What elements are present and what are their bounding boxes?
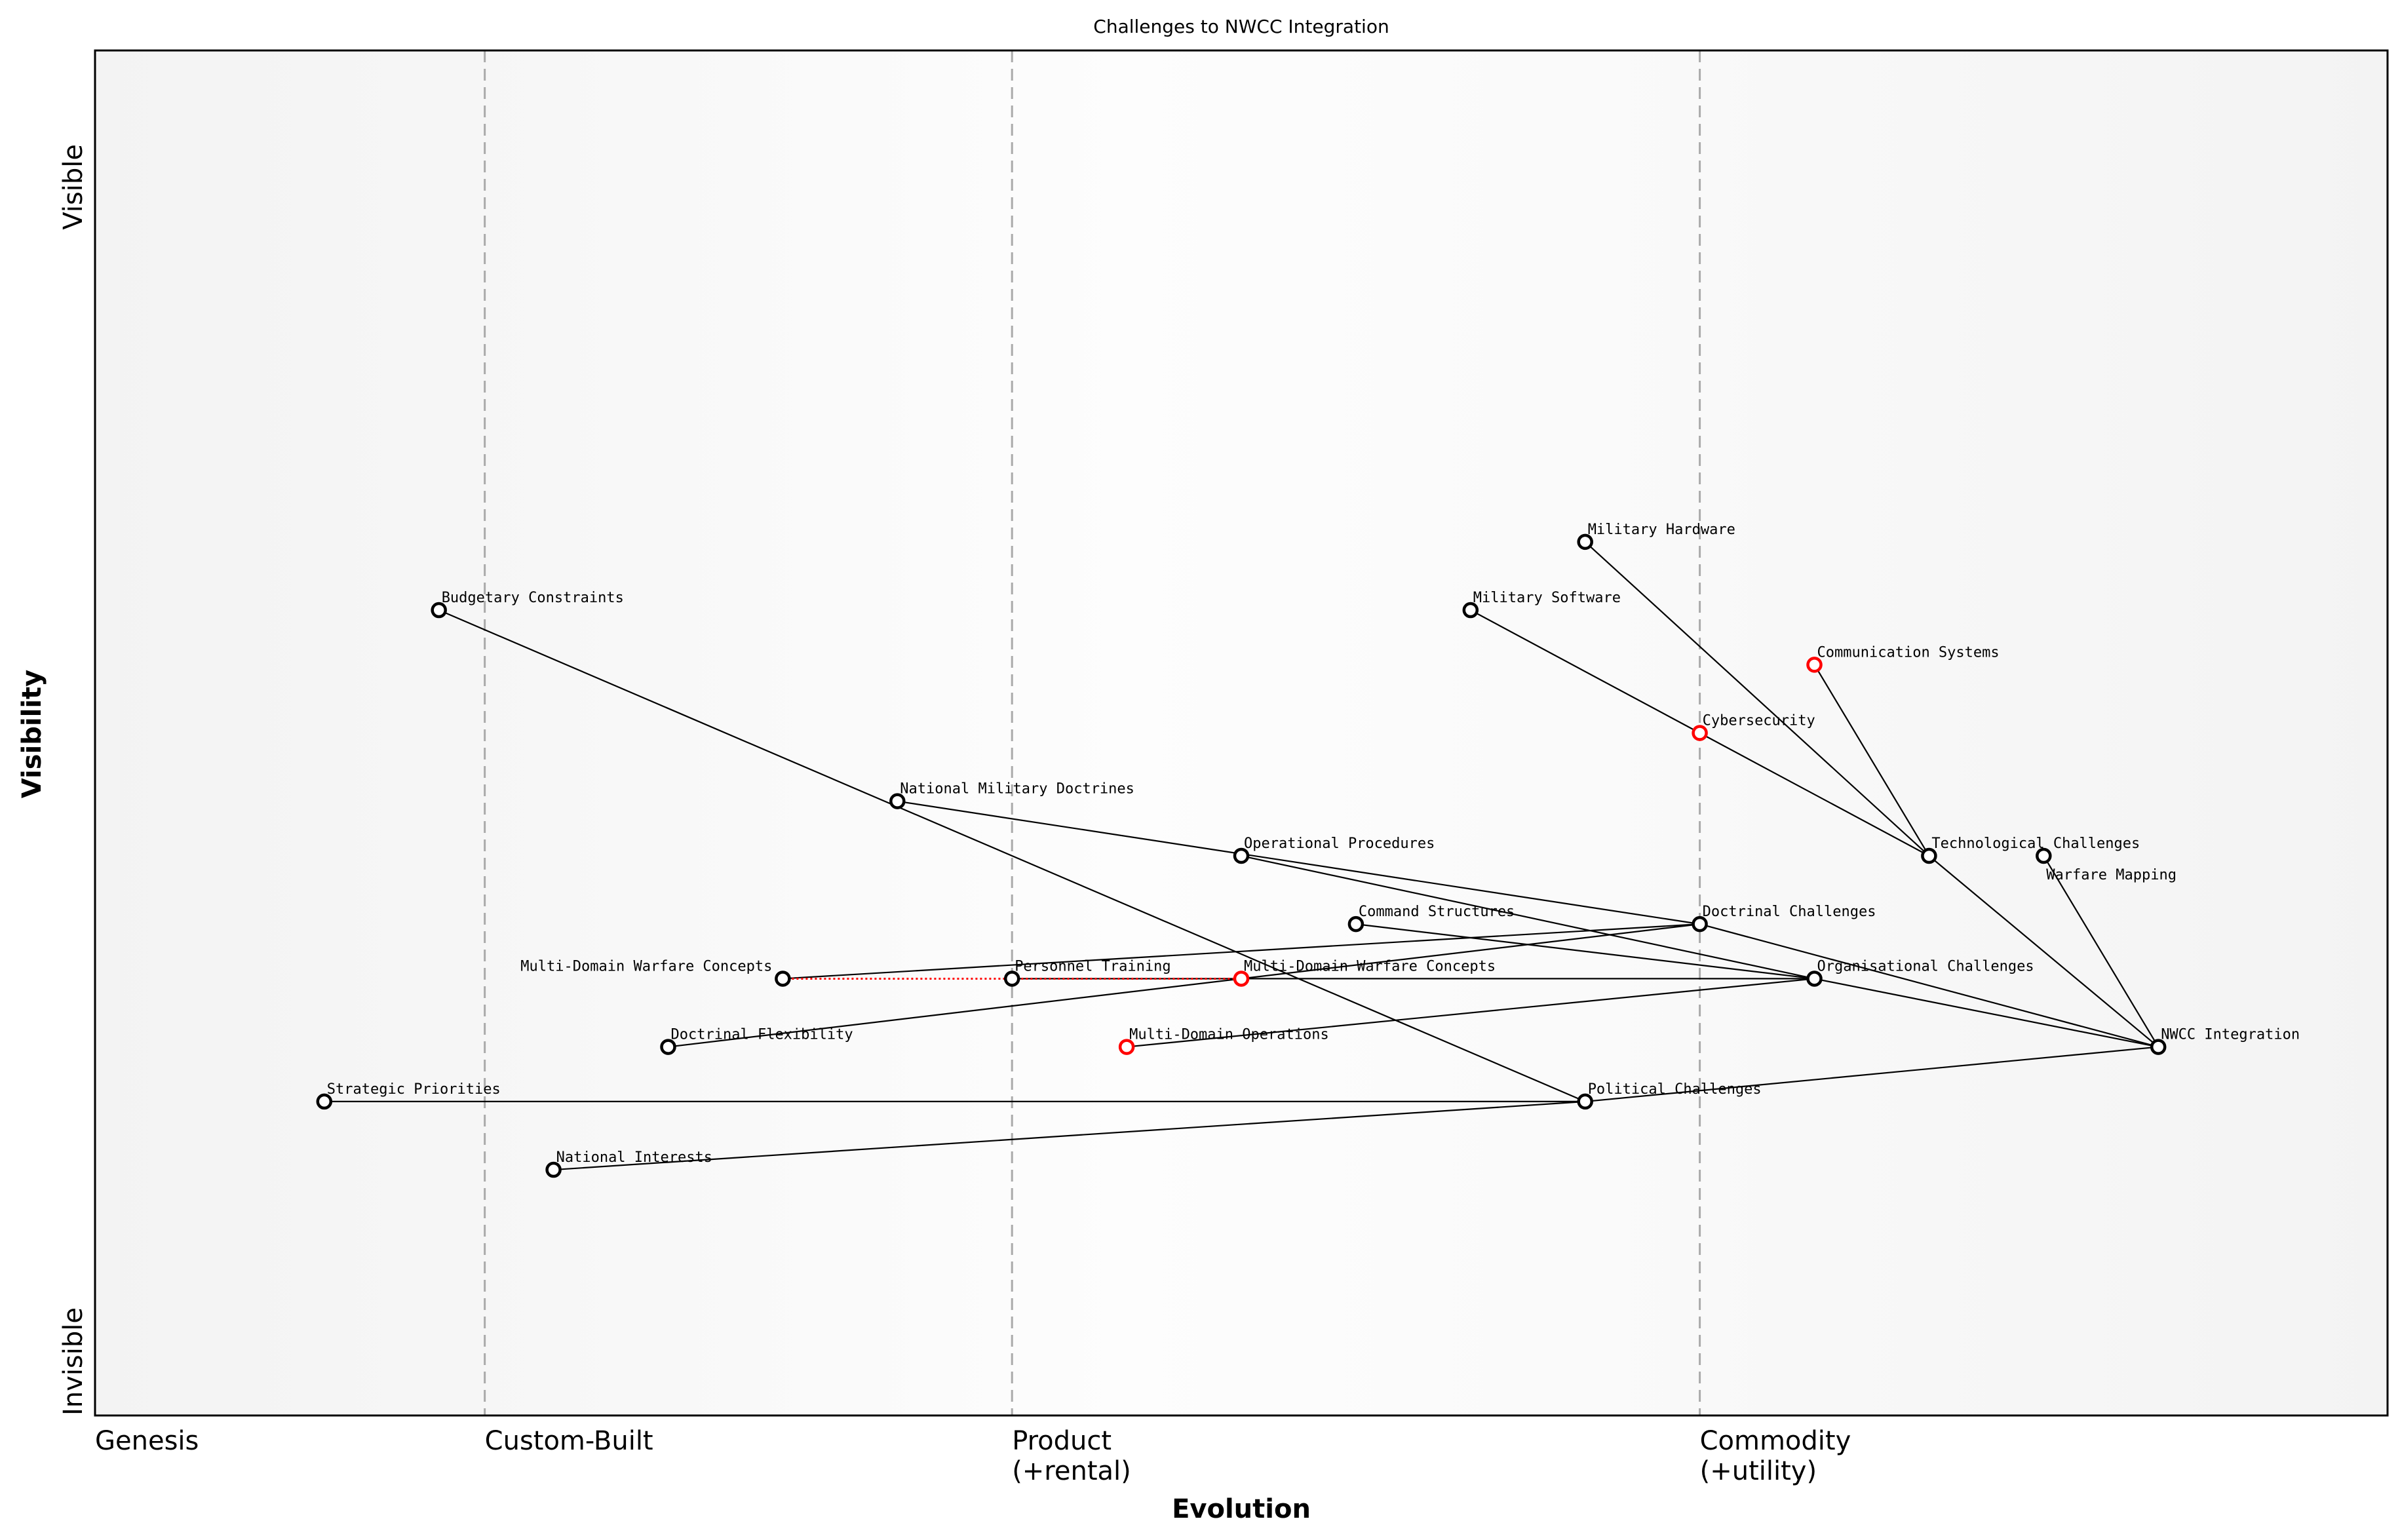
node-marker — [316, 1093, 333, 1110]
dependency-link — [783, 923, 1700, 980]
node-label: Strategic Priorities — [327, 1081, 501, 1098]
map-node: Communication Systems — [1806, 644, 2000, 673]
node-marker — [660, 1039, 676, 1055]
node-label: Organisational Challenges — [1817, 958, 2034, 974]
dependency-link — [897, 800, 1700, 925]
map-node: Operational Procedures — [1233, 836, 1435, 864]
x-tick-label: Custom-Built — [485, 1426, 653, 1456]
map-node: Personnel Training — [1003, 958, 1171, 987]
map-node: Cybersecurity — [1692, 713, 1815, 741]
dependency-link — [1813, 664, 1930, 857]
node-label: National Interests — [556, 1149, 712, 1166]
map-node: Organisational Challenges — [1806, 958, 2034, 987]
dependency-link — [1699, 732, 1929, 857]
node-marker — [1806, 657, 1823, 673]
x-tick-label: Product (+rental) — [1012, 1426, 1131, 1486]
node-label: Operational Procedures — [1244, 836, 1435, 852]
node-label: Communication Systems — [1817, 644, 2000, 661]
y-tick-label: Visible — [58, 144, 88, 230]
map-node: Technological Challenges — [1921, 836, 2140, 864]
node-label: Doctrinal Flexibility — [671, 1027, 853, 1043]
plot-background — [95, 50, 2388, 1415]
node-marker — [545, 1161, 562, 1178]
chart-title: Challenges to NWCC Integration — [1093, 16, 1389, 37]
node-label: Technological Challenges — [1931, 836, 2140, 852]
node-marker — [2150, 1039, 2167, 1055]
node-marker — [1118, 1039, 1135, 1055]
node-marker — [1806, 971, 1823, 987]
node-label: Budgetary Constraints — [442, 590, 624, 606]
node-label: Political Challenges — [1588, 1081, 1762, 1098]
dependency-link — [438, 609, 1586, 1102]
node-label: Doctrinal Challenges — [1703, 904, 1876, 920]
node-marker — [1577, 533, 1593, 550]
node-marker — [1462, 602, 1479, 619]
map-node: Military Hardware — [1577, 522, 1735, 550]
node-label: NWCC Integration — [2161, 1027, 2300, 1043]
node-marker — [431, 602, 447, 619]
dependency-link — [1814, 978, 2159, 1048]
dependency-link — [553, 1100, 1585, 1171]
node-marker — [1347, 915, 1365, 933]
node-marker — [1692, 915, 1708, 933]
map-node: Multi-Domain Warfare Concepts — [1233, 958, 1496, 987]
dependency-link — [1241, 855, 1815, 980]
dependency-link — [1470, 609, 1701, 734]
map-node: National Military Doctrines — [889, 781, 1134, 809]
x-axis-title: Evolution — [1172, 1494, 1311, 1524]
node-marker — [1003, 971, 1020, 987]
map-node: Multi-Domain Operations — [1118, 1027, 1329, 1055]
map-node: Multi-Domain Warfare Concepts — [520, 958, 791, 987]
dependency-link — [2043, 855, 2159, 1048]
map-node: Command Structures — [1347, 904, 1515, 933]
dependency-link — [1585, 1046, 2159, 1103]
map-node: Warfare Mapping — [2036, 847, 2177, 883]
map-node: Military Software — [1462, 590, 1621, 619]
y-tick-label: Invisible — [58, 1307, 88, 1415]
node-marker — [889, 793, 906, 809]
node-marker — [1692, 725, 1708, 741]
node-label: Military Software — [1473, 590, 1621, 606]
y-axis-title: Visibility — [17, 670, 47, 798]
node-marker — [2036, 847, 2052, 864]
node-label: Cybersecurity — [1703, 713, 1815, 729]
node-label: Multi-Domain Operations — [1129, 1027, 1329, 1043]
x-tick-label: Genesis — [95, 1426, 199, 1456]
dependency-link — [1699, 923, 2159, 1048]
node-label: Personnel Training — [1015, 958, 1171, 974]
map-node: Doctrinal Flexibility — [660, 1027, 853, 1055]
node-marker — [1233, 971, 1250, 987]
dependency-link — [1928, 855, 2159, 1048]
node-label: Warfare Mapping — [2046, 867, 2177, 883]
map-node: Doctrinal Challenges — [1692, 904, 1876, 933]
node-marker — [775, 971, 791, 987]
node-label: National Military Doctrines — [900, 781, 1134, 798]
plot-frame — [94, 49, 2389, 1417]
dependency-link — [1355, 923, 1815, 980]
map-node: Budgetary Constraints — [431, 590, 624, 619]
node-marker — [1577, 1093, 1593, 1110]
node-label: Military Hardware — [1588, 522, 1735, 538]
node-marker — [1233, 847, 1250, 864]
map-node: National Interests — [545, 1149, 712, 1178]
node-label: Command Structures — [1359, 904, 1515, 920]
x-tick-label: Commodity (+utility) — [1700, 1426, 1851, 1486]
map-node: NWCC Integration — [2150, 1027, 2300, 1055]
node-label: Multi-Domain Warfare Concepts — [1244, 958, 1496, 974]
dependency-link — [1584, 541, 1930, 857]
map-node: Political Challenges — [1577, 1081, 1762, 1110]
node-marker — [1921, 847, 1937, 864]
map-node: Strategic Priorities — [316, 1081, 501, 1110]
node-label: Multi-Domain Warfare Concepts — [520, 958, 772, 974]
dependency-link — [1126, 978, 1815, 1048]
